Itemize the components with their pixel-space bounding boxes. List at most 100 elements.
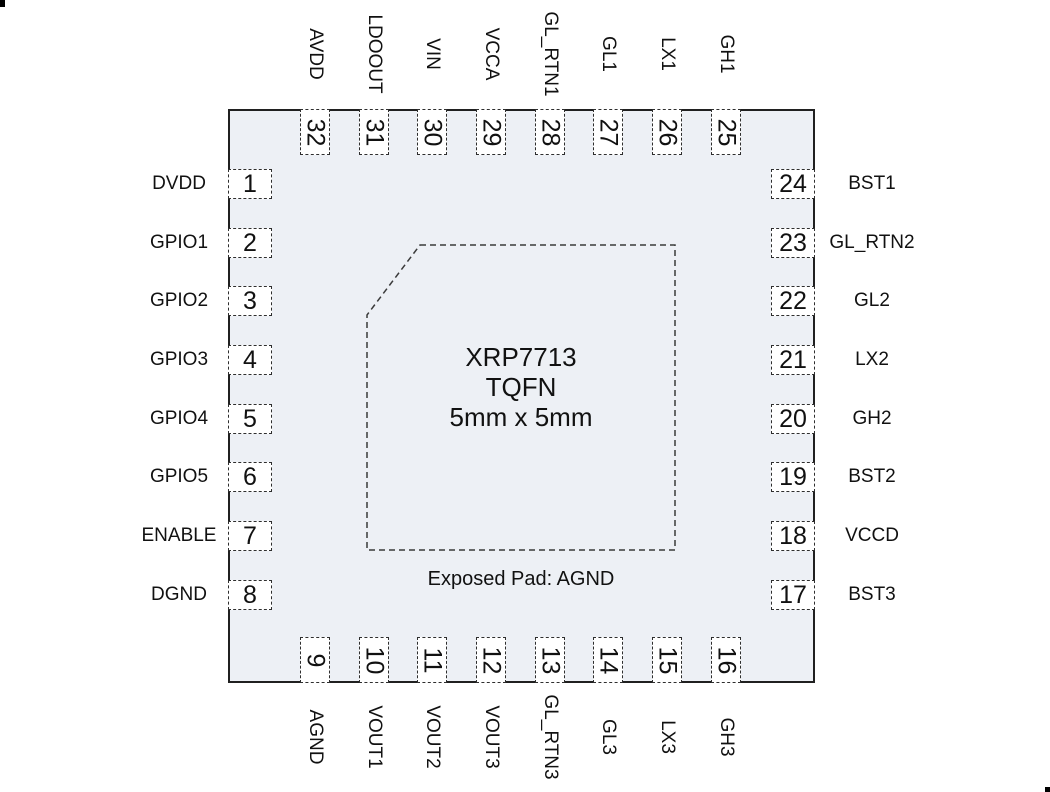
pin-label: GL_RTN3 xyxy=(540,694,561,780)
pin-box-left-4: 5 xyxy=(228,404,272,434)
pin-number: 7 xyxy=(243,521,257,550)
pin-label: GL1 xyxy=(598,36,619,72)
pin-box-top-1: 31 xyxy=(359,109,389,155)
pin-label: BST2 xyxy=(848,466,896,487)
pin-label: BST1 xyxy=(848,173,896,194)
pin-box-right-7: 17 xyxy=(771,580,815,610)
pin-box-bottom-3: 12 xyxy=(476,637,506,683)
pin-box-bottom-1: 10 xyxy=(359,637,389,683)
pin-label: GPIO4 xyxy=(149,408,209,429)
pin-box-left-1: 2 xyxy=(228,228,272,258)
pin-label: GPIO1 xyxy=(149,232,209,253)
pin-label: GPIO5 xyxy=(149,466,209,487)
pin-number: 14 xyxy=(594,646,623,674)
pin-label: VOUT3 xyxy=(481,705,502,769)
pin-label: GH3 xyxy=(716,717,737,757)
pin-number: 2 xyxy=(243,228,257,257)
pin-label: GPIO3 xyxy=(149,349,209,370)
pin-box-bottom-5: 14 xyxy=(593,637,623,683)
pin-label: LX1 xyxy=(657,37,678,71)
pin-label: LDOOUT xyxy=(364,14,385,94)
pin-number: 23 xyxy=(779,228,807,257)
pin-number: 19 xyxy=(779,462,807,491)
pin-box-right-2: 22 xyxy=(771,286,815,316)
pin-number: 31 xyxy=(360,118,389,146)
pin-number: 12 xyxy=(477,646,506,674)
part-number: XRP7713 xyxy=(465,342,577,372)
pin-number: 15 xyxy=(653,646,682,674)
pin-box-top-4: 28 xyxy=(535,109,565,155)
pin-number: 22 xyxy=(779,286,807,315)
pin-label: VIN xyxy=(422,38,443,70)
corner-mark-top-left xyxy=(0,0,5,7)
pin-label: BST3 xyxy=(848,584,896,605)
pin-box-left-3: 4 xyxy=(228,345,272,375)
pin-label: DGND xyxy=(151,584,207,605)
exposed-pad-note: Exposed Pad: AGND xyxy=(427,568,615,590)
pin-box-right-1: 23 xyxy=(771,228,815,258)
pin-box-top-6: 26 xyxy=(652,109,682,155)
pin-box-top-3: 29 xyxy=(476,109,506,155)
pin-box-top-0: 32 xyxy=(300,109,330,155)
pin-number: 1 xyxy=(243,169,257,198)
pin-label: LX2 xyxy=(855,349,889,370)
pin-label: GH1 xyxy=(716,34,737,74)
pin-label: GH2 xyxy=(852,408,892,429)
pin-box-top-7: 25 xyxy=(711,109,741,155)
pin-number: 20 xyxy=(779,404,807,433)
pin-box-bottom-4: 13 xyxy=(535,637,565,683)
pin-label: GL_RTN1 xyxy=(540,11,561,97)
pin-number: 30 xyxy=(418,118,447,146)
pin-box-left-6: 7 xyxy=(228,521,272,551)
pin-number: 24 xyxy=(779,169,807,198)
pin-label: DVDD xyxy=(152,173,206,194)
pin-box-right-0: 24 xyxy=(771,169,815,199)
pin-box-right-4: 20 xyxy=(771,404,815,434)
pin-box-bottom-0: 9 xyxy=(300,637,330,683)
pin-number: 10 xyxy=(360,646,389,674)
pin-number: 5 xyxy=(243,404,257,433)
package-size: 5mm x 5mm xyxy=(449,402,593,432)
pin-box-left-7: 8 xyxy=(228,580,272,610)
pin-number: 3 xyxy=(243,286,257,315)
pin-label: GL3 xyxy=(598,719,619,755)
pin-number: 25 xyxy=(712,118,741,146)
pin-box-right-5: 19 xyxy=(771,462,815,492)
pin-box-left-2: 3 xyxy=(228,286,272,316)
pin-label: VOUT2 xyxy=(422,705,443,769)
corner-mark-bottom-right xyxy=(1045,787,1050,792)
pin-box-bottom-7: 16 xyxy=(711,637,741,683)
pin-number: 28 xyxy=(536,118,565,146)
pin-number: 4 xyxy=(243,345,257,374)
chip-title-block: XRP7713 TQFN 5mm x 5mm xyxy=(367,342,675,432)
pin-box-right-3: 21 xyxy=(771,345,815,375)
pin-label: VOUT1 xyxy=(364,705,385,769)
pin-number: 29 xyxy=(477,118,506,146)
pin-number: 13 xyxy=(536,646,565,674)
pin-number: 27 xyxy=(594,118,623,146)
pin-number: 21 xyxy=(779,345,807,374)
pin-number: 17 xyxy=(779,580,807,609)
pin-label: VCCD xyxy=(845,525,899,546)
pin-label: AGND xyxy=(305,709,326,765)
pin-number: 8 xyxy=(243,580,257,609)
pin-label: GPIO2 xyxy=(149,290,209,311)
pin-box-left-0: 1 xyxy=(228,169,272,199)
pin-box-left-5: 6 xyxy=(228,462,272,492)
pin-number: 11 xyxy=(418,647,447,673)
pin-box-top-5: 27 xyxy=(593,109,623,155)
pin-label: AVDD xyxy=(305,28,326,80)
pin-number: 9 xyxy=(301,653,330,667)
pin-box-bottom-2: 11 xyxy=(417,637,447,683)
pin-box-bottom-6: 15 xyxy=(652,637,682,683)
pin-number: 32 xyxy=(301,118,330,146)
pin-number: 16 xyxy=(712,646,741,674)
pin-label: LX3 xyxy=(657,720,678,754)
pin-label: GL_RTN2 xyxy=(829,232,915,253)
pin-number: 26 xyxy=(653,118,682,146)
pin-number: 6 xyxy=(243,462,257,491)
pin-label: ENABLE xyxy=(141,525,217,546)
pin-label: GL2 xyxy=(854,290,890,311)
package-type: TQFN xyxy=(485,372,557,402)
